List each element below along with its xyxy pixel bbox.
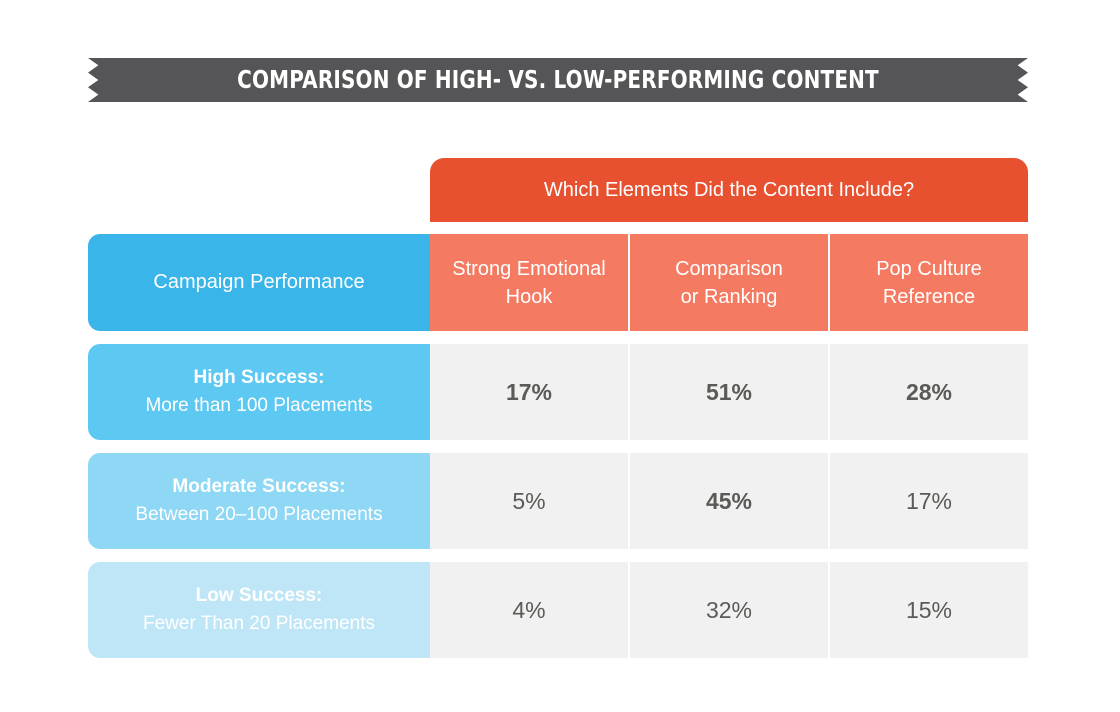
cell-moderate-emotional-hook: 5% [430, 453, 628, 549]
row-label-low-success: Low Success: Fewer Than 20 Placements [88, 562, 430, 658]
campaign-performance-header: Campaign Performance [88, 234, 430, 331]
column-header-line2: Reference [882, 285, 976, 308]
row-subtitle: Between 20–100 Placements [135, 504, 383, 525]
chart-title: COMPARISON OF HIGH- VS. LOW-PERFORMING C… [237, 65, 879, 138]
elements-group-header: Which Elements Did the Content Include? [430, 158, 1028, 222]
column-header-line1: Strong Emotional [452, 257, 606, 280]
row-subtitle: Fewer Than 20 Placements [143, 613, 375, 634]
cell-moderate-pop-culture: 17% [830, 453, 1028, 549]
cell-moderate-comparison-ranking: 45% [630, 453, 828, 549]
row-label-high-success: High Success: More than 100 Placements [88, 344, 430, 440]
row-subtitle: More than 100 Placements [145, 395, 373, 416]
row-title: High Success: [193, 367, 325, 388]
column-header-pop-culture: Pop Culture Reference [830, 234, 1028, 331]
column-header-line1: Comparison [675, 257, 783, 280]
cell-high-pop-culture: 28% [830, 344, 1028, 440]
cell-low-emotional-hook: 4% [430, 562, 628, 658]
column-header-line1: Pop Culture [876, 257, 982, 280]
column-header-emotional-hook: Strong Emotional Hook [430, 234, 628, 331]
cell-low-comparison-ranking: 32% [630, 562, 828, 658]
title-banner: COMPARISON OF HIGH- VS. LOW-PERFORMING C… [88, 58, 1028, 138]
cell-high-emotional-hook: 17% [430, 344, 628, 440]
row-title: Moderate Success: [172, 476, 346, 497]
row-label-moderate-success: Moderate Success: Between 20–100 Placeme… [88, 453, 430, 549]
banner-ribbon [88, 58, 1028, 102]
row-title: Low Success: [195, 585, 323, 606]
column-header-comparison-ranking: Comparison or Ranking [630, 234, 828, 331]
cell-low-pop-culture: 15% [830, 562, 1028, 658]
column-header-line2: Hook [505, 285, 553, 308]
cell-high-comparison-ranking: 51% [630, 344, 828, 440]
column-header-line2: or Ranking [680, 285, 778, 308]
